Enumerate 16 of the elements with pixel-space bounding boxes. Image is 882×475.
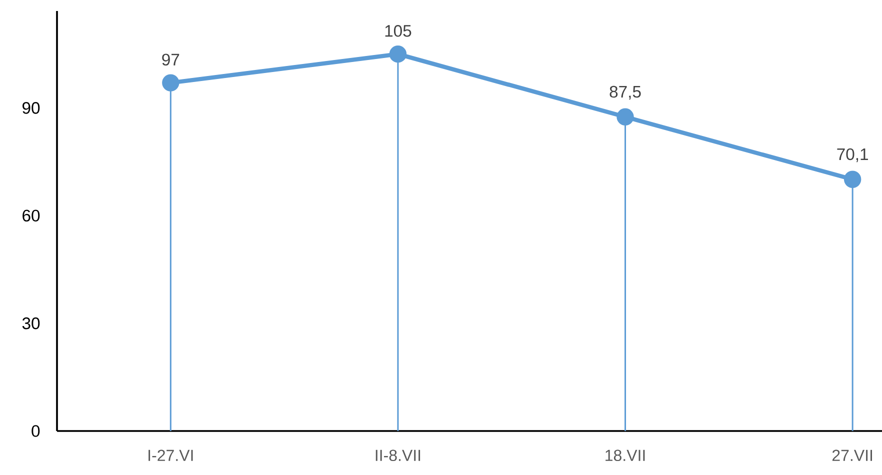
data-label: 87,5	[610, 86, 641, 100]
data-label: 97	[162, 54, 180, 66]
point	[162, 74, 180, 92]
y-tick-label: 30	[22, 317, 40, 330]
data-label: 70,1	[837, 148, 868, 162]
y-tick-label: 60	[22, 210, 40, 222]
point	[844, 170, 862, 188]
x-tick-label: 18.VII	[606, 450, 645, 462]
x-tick-label: I-27.VI	[148, 450, 193, 461]
point	[616, 108, 634, 126]
y-tick-label: 0	[32, 425, 40, 437]
x-tick-label: 27.VII	[832, 450, 872, 461]
x-tick-label: II-8.VII	[376, 450, 420, 462]
y-tick-label: 90	[22, 102, 40, 114]
data-label: 105	[385, 25, 412, 37]
point	[389, 45, 407, 63]
